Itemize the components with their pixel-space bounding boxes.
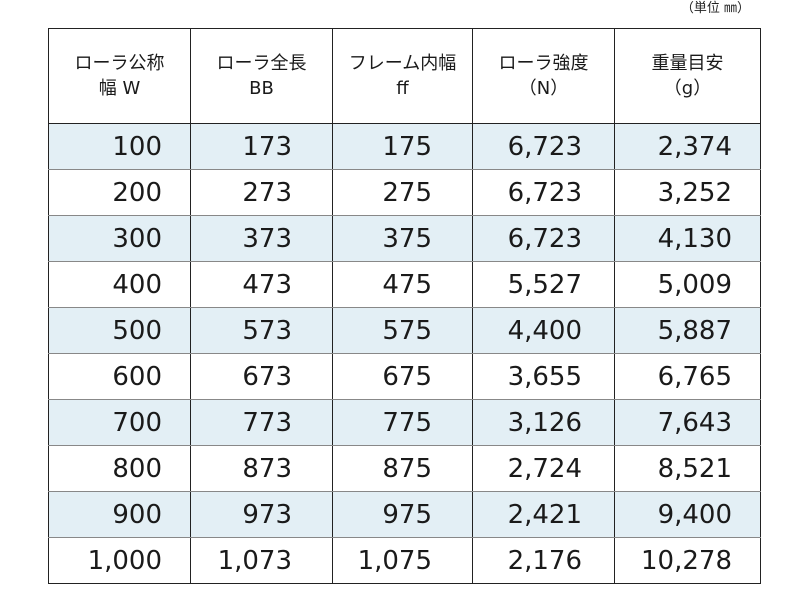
table-row: 100 173 175 6,723 2,374 xyxy=(48,123,761,170)
header-roller-length-line1: ローラ全長 xyxy=(216,53,307,74)
cell-roller-length: 473 xyxy=(190,261,333,308)
header-nominal-width: ローラ公称 幅 W xyxy=(48,28,191,124)
cell-weight: 7,643 xyxy=(614,399,761,446)
cell-frame-inner-width: 675 xyxy=(332,353,473,400)
table-row: 500 573 575 4,400 5,887 xyxy=(48,307,761,354)
cell-nominal-width: 500 xyxy=(48,307,191,354)
header-nominal-width-line2: 幅 W xyxy=(98,78,141,99)
cell-roller-length: 173 xyxy=(190,123,333,170)
cell-roller-length: 673 xyxy=(190,353,333,400)
cell-weight: 2,374 xyxy=(614,123,761,170)
cell-nominal-width: 700 xyxy=(48,399,191,446)
cell-roller-length: 773 xyxy=(190,399,333,446)
cell-roller-length: 373 xyxy=(190,215,333,262)
header-frame-inner-width-line1: フレーム内幅 xyxy=(348,53,457,74)
cell-weight: 5,009 xyxy=(614,261,761,308)
header-weight-line1: 重量目安 xyxy=(651,53,724,74)
cell-frame-inner-width: 775 xyxy=(332,399,473,446)
table-header: ローラ公称 幅 W ローラ全長 BB フレーム内幅 ff ローラ強度 （N） 重… xyxy=(48,28,761,124)
cell-nominal-width: 900 xyxy=(48,491,191,538)
cell-nominal-width: 1,000 xyxy=(48,537,191,584)
cell-nominal-width: 800 xyxy=(48,445,191,492)
header-roller-length-line2: BB xyxy=(249,78,274,99)
cell-frame-inner-width: 175 xyxy=(332,123,473,170)
header-frame-inner-width: フレーム内幅 ff xyxy=(332,28,473,124)
cell-nominal-width: 300 xyxy=(48,215,191,262)
header-row: ローラ公称 幅 W ローラ全長 BB フレーム内幅 ff ローラ強度 （N） 重… xyxy=(48,28,761,124)
table-row: 900 973 975 2,421 9,400 xyxy=(48,491,761,538)
table-row: 600 673 675 3,655 6,765 xyxy=(48,353,761,400)
cell-roller-strength: 4,400 xyxy=(472,307,615,354)
cell-frame-inner-width: 275 xyxy=(332,169,473,216)
cell-weight: 8,521 xyxy=(614,445,761,492)
cell-frame-inner-width: 875 xyxy=(332,445,473,492)
table-row: 700 773 775 3,126 7,643 xyxy=(48,399,761,446)
cell-frame-inner-width: 475 xyxy=(332,261,473,308)
unit-note: （単位 ㎜） xyxy=(680,1,750,16)
table-row: 300 373 375 6,723 4,130 xyxy=(48,215,761,262)
cell-roller-strength: 6,723 xyxy=(472,215,615,262)
cell-roller-strength: 2,176 xyxy=(472,537,615,584)
cell-roller-length: 273 xyxy=(190,169,333,216)
cell-weight: 10,278 xyxy=(614,537,761,584)
header-roller-strength-line2: （N） xyxy=(518,78,569,99)
table-row: 200 273 275 6,723 3,252 xyxy=(48,169,761,216)
cell-roller-length: 573 xyxy=(190,307,333,354)
cell-weight: 4,130 xyxy=(614,215,761,262)
cell-frame-inner-width: 975 xyxy=(332,491,473,538)
cell-roller-length: 873 xyxy=(190,445,333,492)
header-roller-strength-line1: ローラ強度 xyxy=(498,53,589,74)
header-weight-line2: （g） xyxy=(663,78,712,99)
cell-roller-strength: 6,723 xyxy=(472,123,615,170)
header-frame-inner-width-line2: ff xyxy=(396,78,409,99)
cell-roller-strength: 3,126 xyxy=(472,399,615,446)
cell-weight: 5,887 xyxy=(614,307,761,354)
cell-frame-inner-width: 575 xyxy=(332,307,473,354)
cell-weight: 6,765 xyxy=(614,353,761,400)
roller-spec-table: ローラ公称 幅 W ローラ全長 BB フレーム内幅 ff ローラ強度 （N） 重… xyxy=(48,28,761,584)
cell-roller-strength: 2,421 xyxy=(472,491,615,538)
table-body: 100 173 175 6,723 2,374 200 273 275 6,72… xyxy=(48,123,761,584)
cell-nominal-width: 600 xyxy=(48,353,191,400)
cell-nominal-width: 200 xyxy=(48,169,191,216)
header-roller-strength: ローラ強度 （N） xyxy=(472,28,615,124)
cell-frame-inner-width: 1,075 xyxy=(332,537,473,584)
cell-weight: 9,400 xyxy=(614,491,761,538)
cell-roller-length: 973 xyxy=(190,491,333,538)
cell-roller-strength: 5,527 xyxy=(472,261,615,308)
cell-roller-length: 1,073 xyxy=(190,537,333,584)
table-row: 1,000 1,073 1,075 2,176 10,278 xyxy=(48,537,761,584)
table-row: 400 473 475 5,527 5,009 xyxy=(48,261,761,308)
table-row: 800 873 875 2,724 8,521 xyxy=(48,445,761,492)
cell-weight: 3,252 xyxy=(614,169,761,216)
cell-roller-strength: 3,655 xyxy=(472,353,615,400)
header-weight: 重量目安 （g） xyxy=(614,28,761,124)
header-roller-length: ローラ全長 BB xyxy=(190,28,333,124)
cell-nominal-width: 100 xyxy=(48,123,191,170)
cell-roller-strength: 6,723 xyxy=(472,169,615,216)
cell-nominal-width: 400 xyxy=(48,261,191,308)
header-nominal-width-line1: ローラ公称 xyxy=(74,53,165,74)
cell-frame-inner-width: 375 xyxy=(332,215,473,262)
cell-roller-strength: 2,724 xyxy=(472,445,615,492)
